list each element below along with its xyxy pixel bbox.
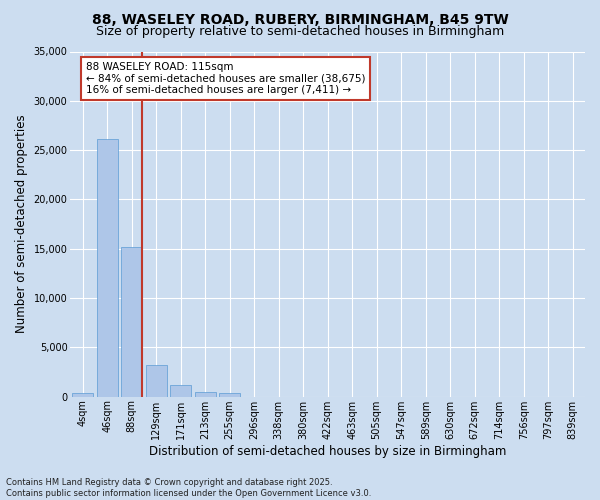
Bar xyxy=(97,140,118,396)
Bar xyxy=(170,385,191,396)
Bar xyxy=(121,247,142,396)
Text: Size of property relative to semi-detached houses in Birmingham: Size of property relative to semi-detach… xyxy=(96,25,504,38)
Text: 88 WASELEY ROAD: 115sqm
← 84% of semi-detached houses are smaller (38,675)
16% o: 88 WASELEY ROAD: 115sqm ← 84% of semi-de… xyxy=(86,62,365,95)
Bar xyxy=(72,392,93,396)
Bar xyxy=(146,365,167,396)
Text: 88, WASELEY ROAD, RUBERY, BIRMINGHAM, B45 9TW: 88, WASELEY ROAD, RUBERY, BIRMINGHAM, B4… xyxy=(92,12,508,26)
Bar xyxy=(219,392,240,396)
X-axis label: Distribution of semi-detached houses by size in Birmingham: Distribution of semi-detached houses by … xyxy=(149,444,506,458)
Y-axis label: Number of semi-detached properties: Number of semi-detached properties xyxy=(15,115,28,334)
Bar xyxy=(195,392,215,396)
Text: Contains HM Land Registry data © Crown copyright and database right 2025.
Contai: Contains HM Land Registry data © Crown c… xyxy=(6,478,371,498)
